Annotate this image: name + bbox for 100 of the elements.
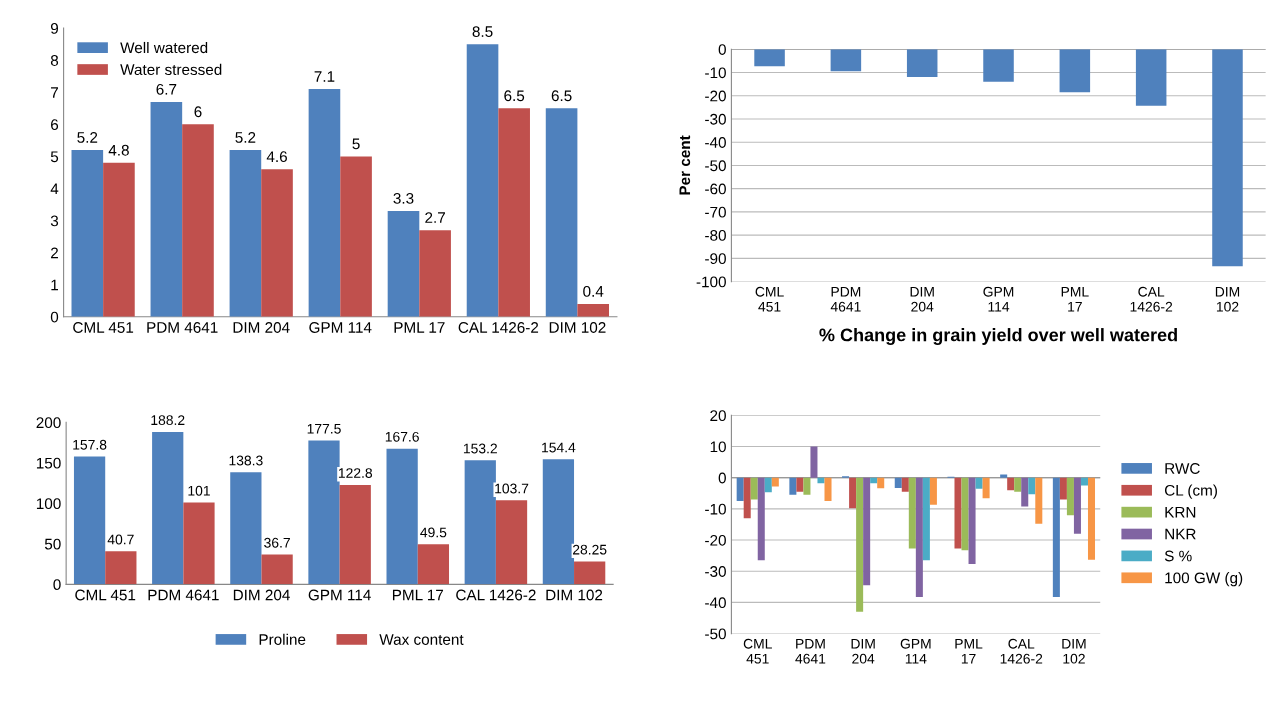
x-tick-label: CML 451: [755, 286, 784, 312]
data-label: 5: [352, 138, 360, 150]
bar: [73, 456, 106, 585]
bar: [922, 477, 930, 561]
y-tick-label: 0: [718, 44, 726, 55]
x-tick-label: PML 17: [392, 589, 444, 601]
bar: [386, 448, 418, 585]
x-tick-label: CML 451: [743, 638, 772, 664]
y-tick-label: -30: [705, 566, 726, 577]
data-label: 3.3: [393, 192, 414, 204]
bar: [1059, 477, 1067, 500]
y-tick-label: 200: [36, 417, 61, 429]
x-axis-title: % Change in grain yield over well watered: [819, 328, 1177, 345]
bar: [545, 108, 578, 317]
y-tick-label: -90: [705, 253, 726, 265]
legend-label: Proline: [259, 633, 306, 645]
x-tick-label: DIM 204: [233, 322, 290, 333]
bar: [771, 477, 779, 487]
x-tick-label: PDM 4641: [147, 322, 218, 333]
legend-label: S %: [1164, 550, 1192, 562]
data-label: 154.4: [542, 442, 576, 453]
data-label: 103.7: [495, 483, 529, 494]
data-label: 36.7: [264, 537, 290, 548]
y-tick-label: 10: [710, 441, 726, 453]
bar: [975, 477, 983, 489]
bar: [1087, 477, 1096, 560]
bar: [750, 477, 758, 500]
bar: [915, 477, 923, 598]
bar: [577, 303, 610, 317]
legend-label: RWC: [1165, 463, 1200, 474]
legend-label: KRN: [1165, 506, 1196, 518]
y-tick-label: -80: [705, 230, 726, 241]
x-tick-label: DIM 102: [546, 589, 603, 601]
bar: [810, 446, 818, 478]
bar: [387, 210, 420, 317]
y-tick-label: 150: [36, 457, 61, 469]
bar: [954, 477, 962, 549]
bar: [182, 124, 214, 317]
x-tick-label: GPM 114: [983, 286, 1014, 312]
x-tick-label: DIM 102: [1215, 286, 1240, 312]
bar: [71, 150, 104, 317]
data-label: 5.2: [235, 132, 256, 143]
x-tick-label: DIM 102: [549, 322, 606, 333]
legend-label: Wax content: [379, 634, 464, 645]
bar: [495, 500, 528, 585]
bar: [757, 477, 765, 561]
data-label: 40.7: [107, 534, 134, 545]
y-tick-label: -40: [705, 137, 726, 148]
bar: [849, 477, 857, 509]
y-tick-label: 0: [53, 579, 61, 591]
x-tick-label: CAL 1426-2: [1130, 286, 1173, 312]
x-tick-label: PDM 4641: [795, 638, 826, 664]
legend-label: Water stressed: [120, 63, 222, 76]
bar: [1014, 477, 1022, 492]
bar: [870, 477, 878, 484]
data-label: 0.4: [583, 285, 604, 297]
y-tick-label: 8: [50, 55, 59, 66]
x-tick-label: CAL 1426-2: [456, 589, 536, 601]
bar: [230, 472, 262, 585]
bar: [308, 89, 341, 317]
y-tick-label: -10: [705, 503, 726, 515]
data-label: 28.25: [572, 544, 607, 555]
y-tick-label: -20: [705, 90, 726, 102]
y-tick-label: 1: [51, 279, 58, 291]
data-label: 138.3: [229, 455, 263, 466]
bar: [464, 460, 496, 585]
bar: [308, 440, 340, 585]
x-tick-label: CML 451: [75, 589, 136, 601]
bar: [542, 459, 575, 585]
legend-label: CL (cm): [1164, 484, 1217, 499]
bar: [803, 477, 811, 495]
bar: [961, 477, 969, 551]
y-tick-label: 7: [51, 87, 58, 98]
bar: [229, 150, 262, 317]
bar: [982, 477, 990, 499]
bar: [103, 162, 135, 317]
bar: [968, 477, 976, 565]
bar: [901, 477, 909, 492]
x-tick-label: CML 451: [73, 322, 134, 333]
bar: [1066, 477, 1074, 516]
bar: [261, 169, 293, 317]
data-label: 5.2: [77, 132, 98, 143]
y-tick-label: -40: [705, 597, 726, 609]
bar: [736, 477, 744, 502]
bar: [817, 477, 825, 484]
y-tick-label: -20: [705, 534, 726, 546]
bar: [1021, 477, 1029, 507]
y-tick-label: -30: [705, 113, 726, 125]
bar: [339, 484, 371, 585]
data-label: 188.2: [151, 415, 185, 426]
x-tick-label: PDM 4641: [830, 286, 861, 312]
bar: [877, 477, 885, 489]
bar: [1080, 477, 1088, 486]
legend-label: Well watered: [120, 41, 208, 54]
data-label: 101: [188, 485, 210, 496]
bar: [340, 156, 372, 317]
y-tick-label: 5: [50, 151, 59, 163]
data-label: 122.8: [338, 468, 373, 478]
bar: [417, 544, 450, 585]
bar: [796, 477, 804, 492]
